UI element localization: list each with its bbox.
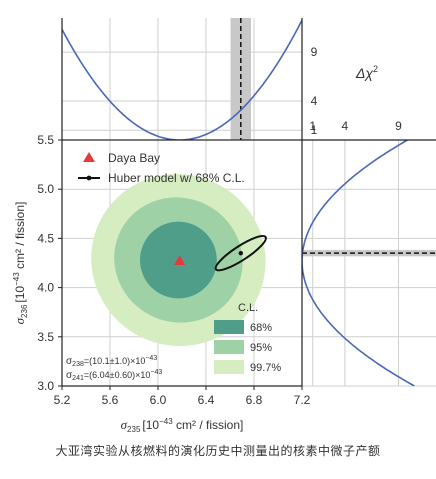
main-x-tick-label: 6.0 [150,393,167,407]
panel-frames [61,18,436,387]
sigma-238-annotation: σ238=(10.1±1.0)×10−43 [66,355,157,368]
legend-huber-label: Huber model w/ 68% C.L. [108,171,245,185]
figure-caption: 大亚湾实验从核燃料的演化历史中测量出的核素中微子产额 [55,444,381,458]
sigma-241-annotation: σ241=(6.04±0.60)×10−43 [66,369,162,382]
figure: 1 4 9 Δχ2 1 4 9 5.2 5.6 6.0 6.4 6.8 7.2 3.0 3.5 4.0… [12,18,436,434]
right-panel: 1 4 9 [302,119,436,387]
top-y-label: Δχ2 [355,64,378,81]
main-y-tick-label: 5.0 [37,182,54,196]
cl-label-95: 95% [250,342,272,354]
cl-legend-title: C.L. [238,302,258,314]
huber-ellipse [214,235,267,272]
legend: Daya Bay Huber model w/ 68% C.L. [78,151,245,185]
top-y-ticks: 1 4 9 [311,45,318,137]
cl-label-99-7: 99.7% [250,362,281,374]
main-y-tick-label: 4.0 [37,281,54,295]
cl-swatch-68 [214,320,244,334]
cl-swatch-95 [214,340,244,354]
right-grid [302,139,436,387]
main-y-axis-label: σ236[10−43 cm² / fission] [12,202,29,325]
right-x-ticks: 1 4 9 [309,119,402,133]
main-x-tick-label: 6.8 [246,393,263,407]
cl-legend: C.L. 68% 95% 99.7% [214,302,281,374]
main-x-tick-label: 6.4 [198,393,215,407]
legend-triangle-icon [83,152,95,162]
main-y-ticks: 3.0 3.5 4.0 4.5 5.0 5.5 [37,133,62,393]
main-frame [61,139,303,387]
top-profile-curve [62,19,302,140]
main-y-tick-label: 3.5 [37,330,54,344]
huber-model-marker [214,235,267,272]
right-x-tick-label: 1 [309,119,316,133]
legend-huber-dot-icon [86,175,92,181]
main-y-tick-label: 4.5 [37,231,54,245]
main-x-tick-label: 5.6 [102,393,119,407]
daya-bay-best-fit-marker [174,255,186,266]
confidence-contours [91,173,266,347]
main-y-tick-label: 5.5 [37,133,54,147]
top-y-tick-label: 4 [311,94,318,108]
top-y-tick-label: 1 [311,123,318,137]
main-panel: 5.2 5.6 6.0 6.4 6.8 7.2 3.0 3.5 4.0 4.5 5.0 5.5 Da… [12,133,311,434]
main-y-tick-label: 3.0 [37,379,54,393]
top-y-tick-label: 9 [311,45,318,59]
cl-swatch-99-7 [214,360,244,374]
main-x-axis-label: σ235 [10−43 cm² / fission] [121,417,244,434]
legend-daya-bay-label: Daya Bay [108,151,160,165]
cl-label-68: 68% [250,322,272,334]
right-profile-curve [302,140,415,386]
main-x-ticks: 5.2 5.6 6.0 6.4 6.8 7.2 [54,386,311,407]
main-x-tick-label: 5.2 [54,393,71,407]
right-x-tick-label: 4 [342,119,349,133]
top-panel: 1 4 9 Δχ2 [61,18,378,140]
huber-center-dot [238,250,243,256]
right-x-tick-label: 9 [395,119,402,133]
main-x-tick-label: 7.2 [294,393,311,407]
